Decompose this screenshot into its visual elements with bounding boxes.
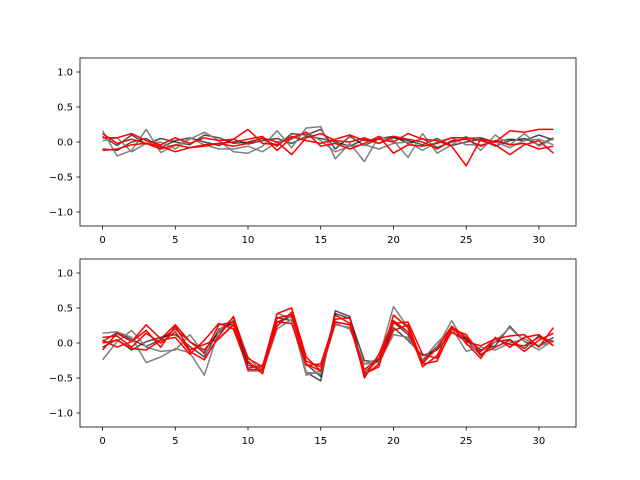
subplot-bottom: 0 5 10 15 20 25 30 −1.0 −0.5 0.0 0.5 1.0	[49, 258, 577, 447]
y-tick-label: −0.5	[49, 374, 73, 385]
series-line-6	[102, 317, 554, 379]
x-tick-label: 5	[172, 235, 178, 246]
series-line-6	[102, 131, 554, 156]
x-tick-label: 15	[314, 436, 327, 447]
x-tick-label: 10	[242, 436, 255, 447]
x-tick-label: 0	[99, 436, 105, 447]
x-tick-label: 20	[387, 436, 400, 447]
x-tick-label: 25	[460, 235, 473, 246]
y-tick-label: 1.0	[57, 269, 73, 280]
series-line-2	[101, 125, 554, 163]
x-tick-label: 30	[533, 235, 546, 246]
x-tick-label: 5	[172, 436, 178, 447]
series-line-0	[102, 128, 554, 150]
x-tick-label: 0	[99, 235, 105, 246]
y-tick-label: 0.0	[57, 339, 73, 350]
series-line-5	[102, 132, 554, 156]
y-tick-label: 0.5	[57, 103, 73, 114]
y-tick-label: 0.0	[57, 138, 73, 149]
x-tick-label: 30	[533, 436, 546, 447]
x-tick-label: 25	[460, 436, 473, 447]
x-tick-label: 15	[314, 235, 327, 246]
series-line-7	[101, 311, 554, 371]
y-tick-label: −1.0	[49, 409, 73, 420]
y-tick-label: 1.0	[57, 68, 73, 79]
x-tick-label: 10	[242, 235, 255, 246]
y-tick-label: −0.5	[49, 173, 73, 184]
x-tick-label: 20	[387, 235, 400, 246]
subplot-top: 0 5 10 15 20 25 30 −1.0 −0.5 0.0 0.5 1.0	[49, 57, 577, 246]
y-tick-label: 0.5	[57, 304, 73, 315]
y-tick-label: −1.0	[49, 208, 73, 219]
series-line-4	[102, 128, 554, 167]
